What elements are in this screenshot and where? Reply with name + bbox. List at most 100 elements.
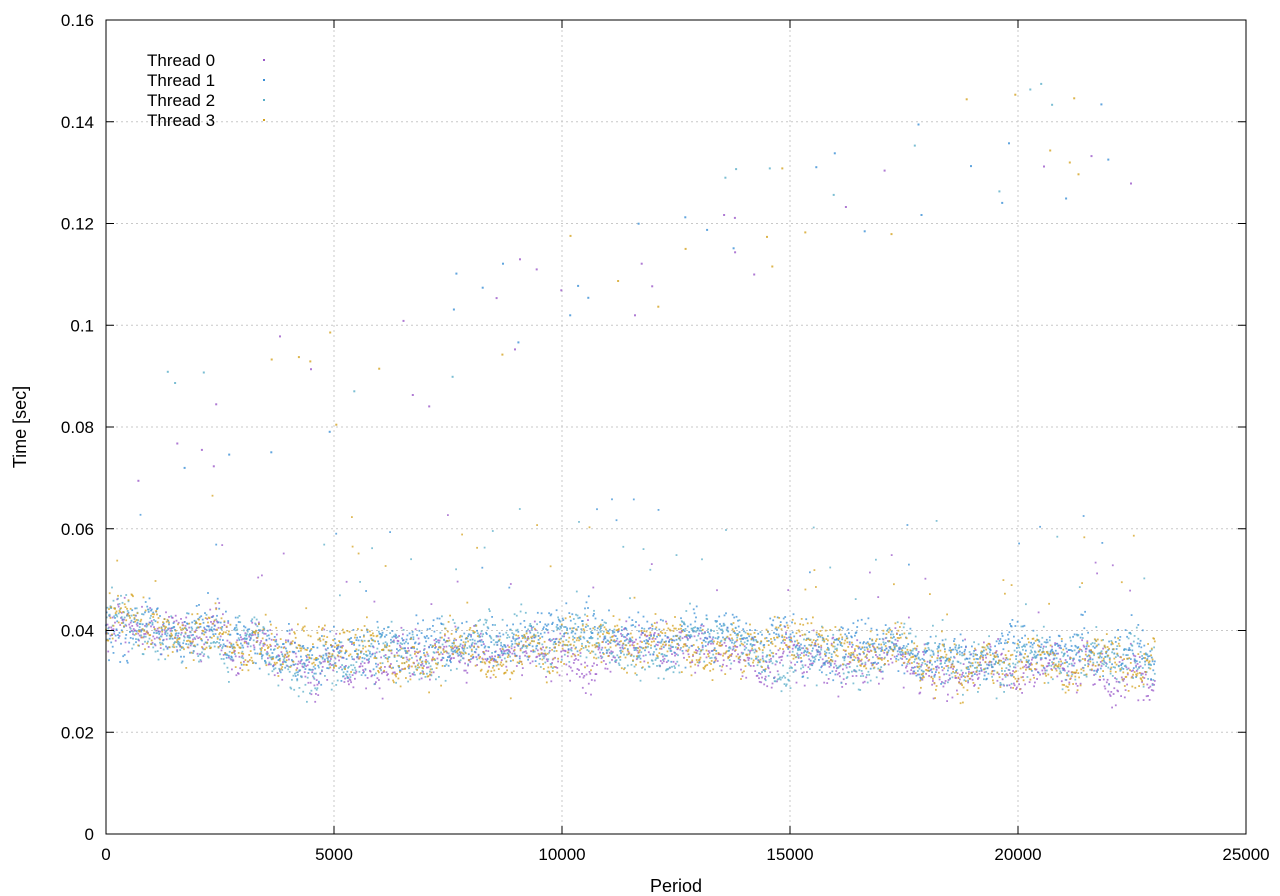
- data-point: [507, 648, 510, 651]
- data-point: [785, 631, 787, 634]
- data-point: [1016, 651, 1018, 654]
- data-point: [288, 632, 291, 635]
- data-point: [518, 643, 520, 645]
- data-point: [373, 683, 376, 686]
- data-point: [776, 680, 778, 683]
- data-point: [1033, 653, 1035, 656]
- data-point: [448, 639, 451, 642]
- data-point: [1018, 683, 1020, 686]
- data-point: [788, 667, 791, 670]
- data-point: [803, 649, 806, 652]
- data-point: [210, 642, 212, 645]
- data-point: [499, 656, 502, 659]
- data-point: [1003, 691, 1005, 693]
- data-point: [647, 627, 650, 630]
- data-point: [653, 640, 655, 643]
- data-point: [161, 642, 164, 644]
- data-point: [995, 661, 997, 664]
- data-point: [196, 652, 199, 655]
- data-point: [237, 652, 240, 654]
- data-point: [675, 653, 678, 656]
- data-point: [997, 655, 999, 658]
- data-point: [469, 646, 472, 649]
- data-point: [555, 609, 558, 612]
- data-point: [530, 625, 532, 627]
- data-point: [882, 641, 885, 644]
- data-point: [1111, 675, 1114, 677]
- data-point: [618, 618, 621, 621]
- data-point: [172, 643, 175, 646]
- data-point: [354, 636, 356, 639]
- data-point: [629, 637, 631, 640]
- data-point: [523, 620, 526, 622]
- data-point: [493, 658, 496, 660]
- data-point: [500, 659, 503, 662]
- data-point: [1111, 564, 1114, 567]
- data-point: [243, 625, 245, 628]
- data-point: [409, 654, 412, 657]
- data-point: [894, 627, 897, 629]
- data-point: [968, 671, 970, 673]
- data-point: [204, 648, 206, 651]
- data-point: [442, 623, 445, 626]
- data-point: [117, 605, 120, 608]
- data-point: [858, 646, 861, 649]
- data-point: [425, 661, 427, 664]
- data-point: [193, 619, 196, 622]
- data-point: [619, 659, 622, 661]
- data-point: [150, 620, 153, 622]
- data-point: [195, 605, 198, 607]
- data-point: [590, 679, 593, 681]
- data-point: [134, 607, 137, 610]
- data-point: [394, 633, 397, 636]
- data-point: [1150, 678, 1152, 680]
- data-point: [626, 664, 629, 667]
- data-point: [725, 529, 727, 531]
- data-point: [608, 651, 611, 654]
- data-point: [273, 636, 276, 638]
- data-point: [400, 647, 403, 650]
- data-point: [165, 620, 168, 623]
- data-point: [1135, 664, 1137, 667]
- data-point: [206, 625, 209, 627]
- data-point: [1125, 654, 1128, 656]
- data-point: [569, 619, 572, 622]
- data-point: [767, 640, 770, 642]
- data-point: [823, 681, 826, 684]
- data-point: [351, 643, 353, 645]
- data-point: [829, 672, 832, 674]
- data-point: [111, 637, 114, 640]
- data-point: [714, 620, 717, 622]
- data-point: [890, 554, 893, 556]
- data-point: [1113, 652, 1116, 655]
- data-point: [572, 662, 575, 664]
- data-point: [105, 632, 108, 635]
- data-point: [630, 663, 633, 666]
- data-point: [444, 634, 446, 637]
- data-point: [1016, 620, 1019, 623]
- data-point: [360, 651, 362, 654]
- data-point: [218, 642, 221, 644]
- data-point: [614, 656, 616, 659]
- data-point: [505, 660, 508, 663]
- data-point: [554, 640, 556, 643]
- data-point: [354, 633, 357, 636]
- data-point: [274, 663, 277, 666]
- data-point: [929, 661, 931, 664]
- data-point: [1129, 642, 1132, 645]
- data-point: [363, 635, 365, 638]
- data-point: [622, 545, 625, 548]
- data-point: [655, 643, 658, 646]
- data-point: [285, 664, 288, 667]
- data-point: [675, 635, 678, 637]
- data-point: [748, 635, 751, 638]
- data-point: [306, 647, 309, 649]
- data-point: [300, 659, 303, 661]
- data-point: [1114, 704, 1117, 707]
- data-point: [737, 625, 740, 628]
- data-point: [706, 637, 709, 640]
- data-point: [201, 639, 203, 642]
- data-point: [657, 677, 660, 680]
- data-point: [858, 669, 861, 672]
- data-point: [438, 646, 440, 649]
